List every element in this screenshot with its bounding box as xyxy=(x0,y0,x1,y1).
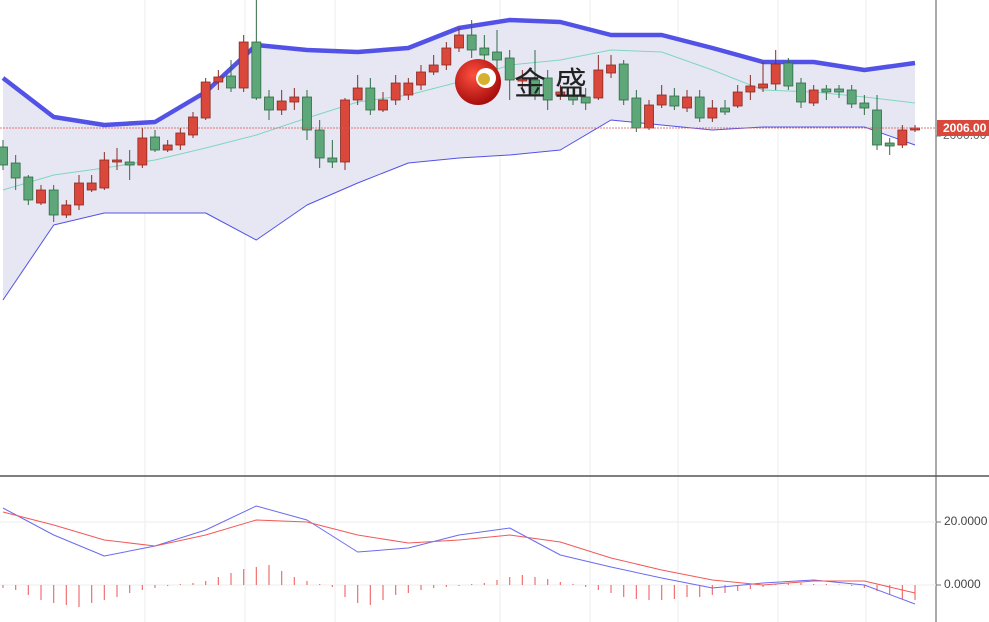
candle-body xyxy=(48,189,59,216)
candle-body xyxy=(340,99,350,163)
candle-body xyxy=(568,94,578,101)
candle-body xyxy=(289,96,300,103)
candle-body xyxy=(416,71,426,86)
watermark-text: 金 盛 xyxy=(514,65,587,101)
candle-body xyxy=(745,85,756,93)
candle-body xyxy=(302,96,312,131)
candle-body xyxy=(504,57,515,81)
candle-body xyxy=(36,189,46,204)
candle-body xyxy=(897,129,908,146)
candle-body xyxy=(796,82,806,103)
y-tick-label: 0.0000 xyxy=(944,577,981,591)
candle-body xyxy=(226,75,236,89)
candle-body xyxy=(86,182,97,191)
candle-body xyxy=(542,77,553,101)
candle-body xyxy=(390,82,401,101)
candle-body xyxy=(150,136,160,151)
candle-body xyxy=(352,87,363,101)
candle-body xyxy=(175,132,186,146)
candle-body xyxy=(846,89,857,105)
candle-body xyxy=(162,144,173,151)
candle-body xyxy=(23,176,34,201)
candle-body xyxy=(808,89,819,104)
candle-body xyxy=(492,51,502,61)
candle-body xyxy=(580,96,591,104)
candle-body xyxy=(859,102,870,109)
logo-dot xyxy=(478,73,490,85)
candle-body xyxy=(264,96,274,111)
candle-body xyxy=(327,157,338,163)
candle-body xyxy=(758,83,768,89)
candle-body xyxy=(872,109,882,146)
candle-body xyxy=(188,116,198,136)
candle-body xyxy=(720,107,730,113)
candle-body xyxy=(479,47,490,56)
candle-body xyxy=(238,41,249,89)
candle-body xyxy=(441,47,452,66)
candle-body xyxy=(821,88,832,93)
candle-body xyxy=(682,96,692,109)
candle-body xyxy=(124,161,135,166)
candle-body xyxy=(770,63,781,85)
candle-body xyxy=(137,137,148,166)
candle-body xyxy=(732,91,743,107)
candle-body xyxy=(61,204,72,216)
candle-body xyxy=(834,88,844,93)
candle-body xyxy=(378,99,388,111)
watermark: 金 盛 xyxy=(455,59,587,105)
candle-body xyxy=(555,91,566,96)
candle-body xyxy=(74,182,84,206)
candle-body xyxy=(112,159,122,163)
line-series xyxy=(2,511,916,594)
candle-body xyxy=(644,104,654,129)
candle-body xyxy=(365,87,376,111)
candle-body xyxy=(530,79,540,96)
candle-body xyxy=(669,95,680,107)
candle-body xyxy=(631,97,642,129)
candle-body xyxy=(0,146,8,166)
candle-body xyxy=(200,81,211,119)
candle-body xyxy=(251,41,262,99)
candle-body xyxy=(593,69,604,99)
candle-body xyxy=(213,76,224,83)
candle-body xyxy=(276,100,287,111)
candle-body xyxy=(517,78,528,82)
y-tick-label: 20.0000 xyxy=(944,514,988,528)
macd-panel xyxy=(0,505,936,607)
candle-body xyxy=(694,96,705,119)
candle-body xyxy=(428,64,439,73)
price-panel xyxy=(0,0,936,301)
candle-body xyxy=(606,64,616,74)
line-series xyxy=(2,119,916,301)
candle-body xyxy=(314,129,325,159)
candle-body xyxy=(10,162,21,179)
last-price-box xyxy=(937,120,989,136)
candle-body xyxy=(707,107,718,119)
last-price-label: 2006.00 xyxy=(943,121,987,135)
candle-body xyxy=(454,34,464,49)
candle-body xyxy=(466,34,477,51)
candle-body xyxy=(884,142,895,147)
candle-body xyxy=(783,62,794,87)
candle-body xyxy=(99,159,110,189)
candle-body xyxy=(403,82,414,96)
candle-body xyxy=(656,94,667,106)
candle-body xyxy=(618,63,629,101)
